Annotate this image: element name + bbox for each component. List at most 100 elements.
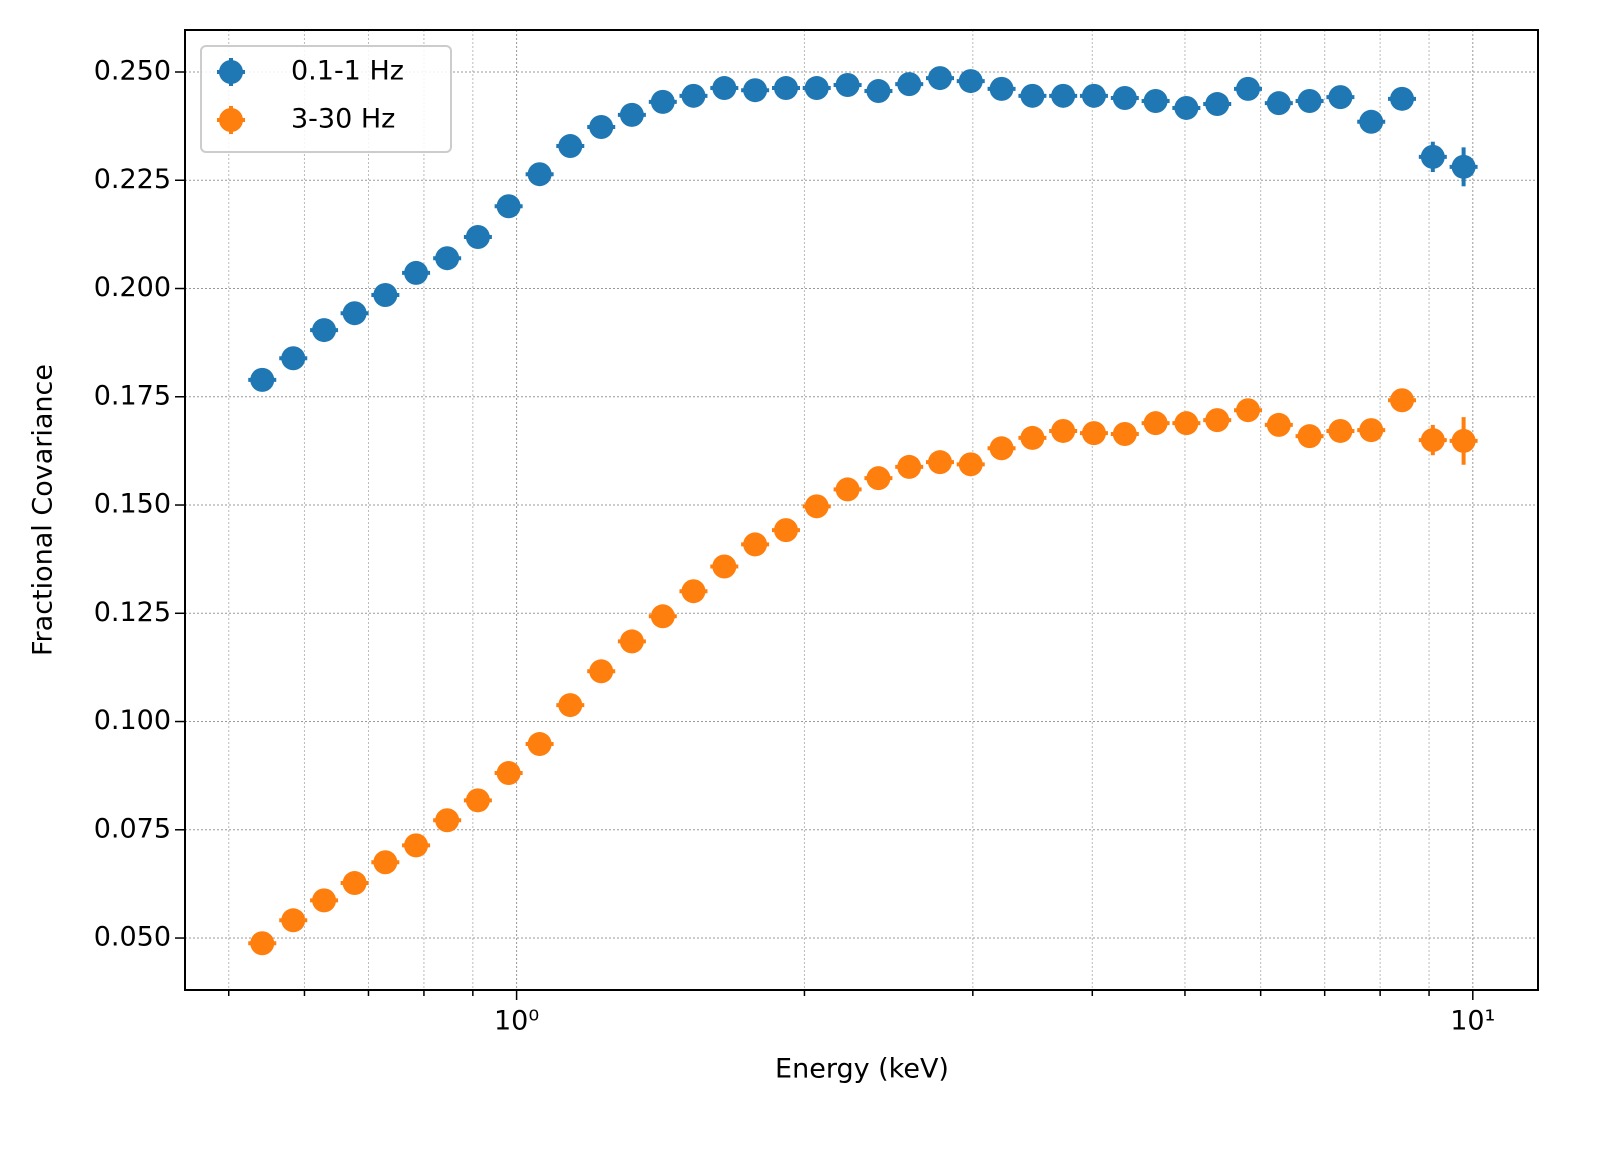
data-point bbox=[527, 732, 552, 757]
data-point bbox=[1328, 418, 1353, 443]
data-point bbox=[1143, 89, 1168, 114]
legend-marker bbox=[219, 60, 243, 84]
data-point bbox=[1081, 421, 1106, 446]
data-point bbox=[1266, 91, 1291, 116]
data-point bbox=[1174, 411, 1199, 436]
data-point bbox=[619, 629, 644, 654]
data-point bbox=[1205, 92, 1230, 117]
data-point bbox=[1359, 418, 1384, 443]
y-tick-label: 0.200 bbox=[94, 272, 171, 303]
legend-marker bbox=[219, 108, 243, 132]
data-point bbox=[1112, 85, 1137, 110]
data-point bbox=[712, 554, 737, 579]
y-tick-label: 0.250 bbox=[94, 56, 171, 87]
plot-frame bbox=[184, 29, 1539, 991]
data-point bbox=[927, 450, 952, 475]
data-point bbox=[1420, 144, 1445, 169]
y-tick-label: 0.100 bbox=[94, 705, 171, 736]
data-point bbox=[1297, 89, 1322, 114]
data-point bbox=[681, 83, 706, 108]
data-point bbox=[1081, 83, 1106, 108]
data-point bbox=[1390, 388, 1415, 413]
data-point bbox=[281, 908, 306, 933]
data-point bbox=[773, 76, 798, 101]
data-point bbox=[1359, 109, 1384, 134]
data-point bbox=[958, 69, 983, 94]
data-point bbox=[866, 79, 891, 104]
x-tick-label: 10¹ bbox=[1450, 1006, 1495, 1037]
data-point bbox=[989, 76, 1014, 101]
data-point bbox=[435, 246, 460, 271]
y-tick-label: 0.050 bbox=[94, 922, 171, 953]
data-point bbox=[1051, 418, 1076, 443]
data-point bbox=[312, 318, 337, 343]
data-point bbox=[496, 761, 521, 786]
legend-label: 3-30 Hz bbox=[291, 104, 395, 135]
y-tick-label: 0.175 bbox=[94, 380, 171, 411]
data-point bbox=[496, 194, 521, 219]
data-point bbox=[619, 102, 644, 127]
data-point bbox=[712, 76, 737, 101]
data-point bbox=[650, 89, 675, 114]
data-point bbox=[650, 604, 675, 629]
data-point bbox=[558, 134, 583, 159]
data-point bbox=[743, 78, 768, 103]
data-point bbox=[250, 367, 275, 392]
data-point bbox=[1390, 86, 1415, 111]
data-point bbox=[1266, 412, 1291, 437]
data-point bbox=[743, 532, 768, 557]
data-point bbox=[465, 224, 490, 249]
data-point bbox=[866, 466, 891, 491]
y-axis-label: Fractional Covariance bbox=[28, 364, 59, 656]
data-point bbox=[989, 436, 1014, 461]
data-point bbox=[1420, 428, 1445, 453]
data-point bbox=[527, 162, 552, 187]
data-point bbox=[835, 477, 860, 502]
data-point bbox=[1297, 424, 1322, 449]
data-point bbox=[373, 850, 398, 875]
data-point bbox=[1020, 83, 1045, 108]
data-point bbox=[342, 301, 367, 326]
data-point bbox=[465, 788, 490, 813]
data-point bbox=[1205, 408, 1230, 433]
x-tick-label: 10⁰ bbox=[494, 1006, 539, 1037]
data-point bbox=[281, 346, 306, 371]
data-point bbox=[404, 833, 429, 858]
data-point bbox=[897, 72, 922, 97]
data-point bbox=[804, 76, 829, 101]
data-point bbox=[1051, 83, 1076, 108]
data-point bbox=[927, 66, 952, 91]
y-tick-label: 0.125 bbox=[94, 597, 171, 628]
data-point bbox=[404, 260, 429, 285]
y-tick-label: 0.075 bbox=[94, 813, 171, 844]
y-tick-label: 0.225 bbox=[94, 164, 171, 195]
data-point bbox=[1174, 95, 1199, 120]
data-point bbox=[435, 808, 460, 833]
data-point bbox=[589, 114, 614, 139]
data-point bbox=[342, 871, 367, 896]
data-point bbox=[250, 931, 275, 956]
data-point bbox=[681, 579, 706, 604]
legend-box bbox=[200, 45, 452, 153]
data-point bbox=[558, 693, 583, 718]
data-point bbox=[589, 659, 614, 684]
data-point bbox=[1451, 154, 1476, 179]
y-tick-label: 0.150 bbox=[94, 489, 171, 520]
data-point bbox=[1236, 76, 1261, 101]
legend-label: 0.1-1 Hz bbox=[291, 56, 404, 87]
data-point bbox=[1020, 425, 1045, 450]
data-point bbox=[897, 454, 922, 479]
data-point bbox=[835, 72, 860, 97]
data-point bbox=[773, 518, 798, 543]
data-point bbox=[312, 888, 337, 913]
data-point bbox=[1328, 85, 1353, 110]
data-point bbox=[1112, 422, 1137, 447]
data-point bbox=[958, 452, 983, 477]
data-point bbox=[1143, 411, 1168, 436]
data-point bbox=[1236, 398, 1261, 423]
data-point bbox=[1451, 428, 1476, 453]
x-axis-label: Energy (keV) bbox=[775, 1054, 949, 1085]
data-point bbox=[804, 494, 829, 519]
data-point bbox=[373, 283, 398, 308]
